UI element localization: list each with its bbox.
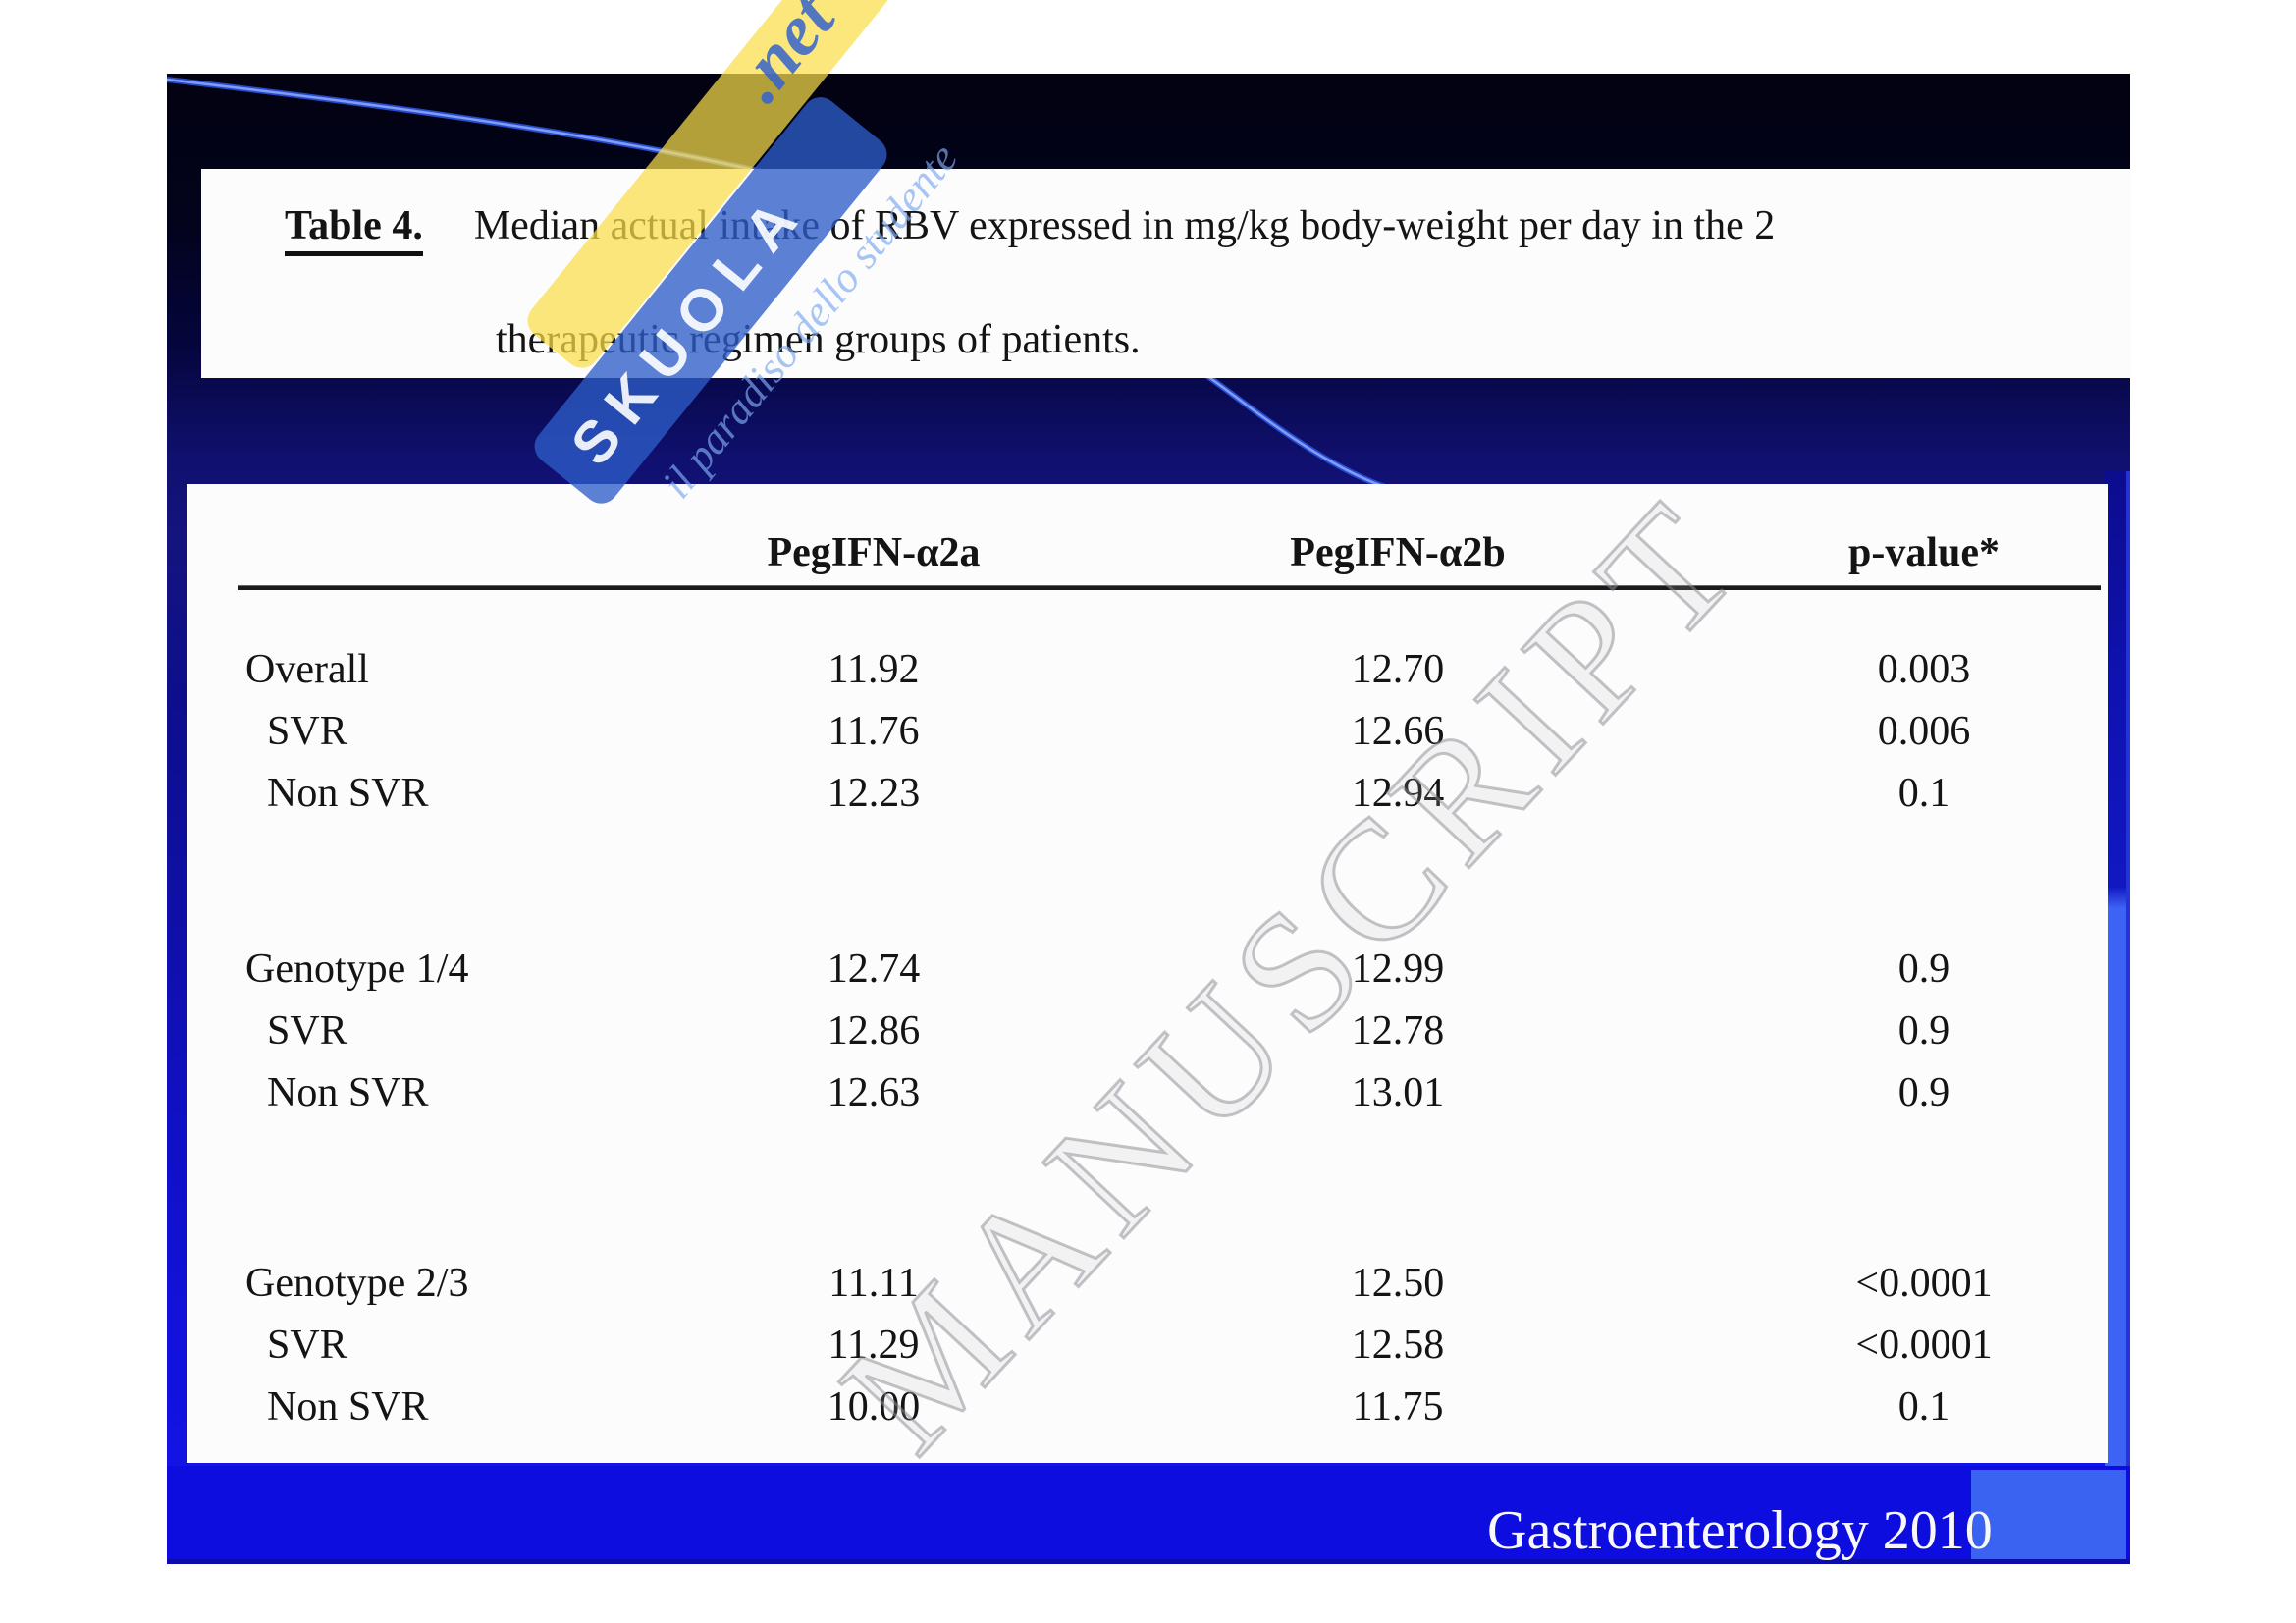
cell-value: <0.0001 — [1855, 1261, 1993, 1306]
row-label: SVR — [267, 709, 347, 754]
journal-citation: Gastroenterology 2010 — [1487, 1500, 1993, 1561]
table-row: Genotype 2/3 11.11 12.50 <0.0001 — [187, 1260, 2108, 1315]
cell-value: 11.92 — [828, 647, 920, 692]
row-label: Genotype 2/3 — [245, 1261, 469, 1306]
cell-value: 12.74 — [827, 947, 921, 992]
table-row: Overall 11.92 12.70 0.003 — [187, 646, 2108, 701]
caption-line-1: Table 4. Median actual intake of RBV expr… — [285, 202, 1776, 256]
cell-value: 13.01 — [1351, 1070, 1445, 1115]
caption-line-2: therapeutic regimen groups of patients. — [496, 317, 1141, 362]
cell-value: 12.78 — [1351, 1008, 1445, 1054]
cell-value: 12.66 — [1351, 709, 1445, 754]
row-label: Non SVR — [267, 1070, 429, 1115]
table-row: Genotype 1/4 12.74 12.99 0.9 — [187, 946, 2108, 1001]
footer-accent-block — [1971, 1470, 2126, 1559]
cell-value: 11.76 — [828, 709, 920, 754]
table-row: Non SVR 12.23 12.94 0.1 — [187, 770, 2108, 825]
table-caption-text: Median actual intake of RBV expressed in… — [473, 203, 1776, 248]
footer-bar: Gastroenterology 2010 — [167, 1466, 2130, 1564]
table-row: Non SVR 12.63 13.01 0.9 — [187, 1069, 2108, 1124]
table-row: SVR 11.29 12.58 <0.0001 — [187, 1322, 2108, 1377]
column-header: PegIFN-α2b — [1290, 530, 1506, 575]
cell-value: 0.006 — [1877, 709, 1971, 754]
cell-value: 12.58 — [1351, 1323, 1445, 1368]
column-header: PegIFN-α2a — [767, 530, 981, 575]
results-table: PegIFN-α2a PegIFN-α2b p-value* Overall 11.9… — [187, 484, 2108, 1463]
cell-value: 0.9 — [1897, 1008, 1950, 1054]
table-row: Non SVR 10.00 11.75 0.1 — [187, 1383, 2108, 1438]
cell-value: 12.86 — [827, 1008, 921, 1054]
table-row: SVR 11.76 12.66 0.006 — [187, 708, 2108, 763]
row-label: Non SVR — [267, 771, 429, 816]
row-label: Genotype 1/4 — [245, 947, 469, 992]
cell-value: 12.99 — [1351, 947, 1445, 992]
cell-value: 12.23 — [827, 771, 921, 816]
cell-value: <0.0001 — [1855, 1323, 1993, 1368]
slide-background: Table 4. Median actual intake of RBV expr… — [167, 74, 2130, 1564]
cell-value: 12.63 — [827, 1070, 921, 1115]
right-accent-edge — [2126, 471, 2130, 1564]
cell-value: 12.94 — [1351, 771, 1445, 816]
header-rule — [238, 585, 2101, 590]
cell-value: 10.00 — [827, 1384, 921, 1430]
row-label: Overall — [245, 647, 369, 692]
cell-value: 0.1 — [1897, 771, 1950, 816]
cell-value: 11.75 — [1352, 1384, 1444, 1430]
row-label: Non SVR — [267, 1384, 429, 1430]
cell-value: 11.11 — [828, 1261, 919, 1306]
row-label: SVR — [267, 1008, 347, 1054]
table-caption-box: Table 4. Median actual intake of RBV expr… — [201, 169, 2130, 378]
cell-value: 0.9 — [1897, 1070, 1950, 1115]
cell-value: 11.29 — [828, 1323, 920, 1368]
table-caption-label: Table 4. — [285, 203, 423, 256]
right-accent-strip — [2105, 471, 2126, 1564]
cell-value: 0.9 — [1897, 947, 1950, 992]
column-header: p-value* — [1847, 530, 2001, 575]
table-row: SVR 12.86 12.78 0.9 — [187, 1007, 2108, 1062]
cell-value: 12.70 — [1351, 647, 1445, 692]
cell-value: 12.50 — [1351, 1261, 1445, 1306]
cell-value: 0.1 — [1897, 1384, 1950, 1430]
cell-value: 0.003 — [1877, 647, 1971, 692]
row-label: SVR — [267, 1323, 347, 1368]
